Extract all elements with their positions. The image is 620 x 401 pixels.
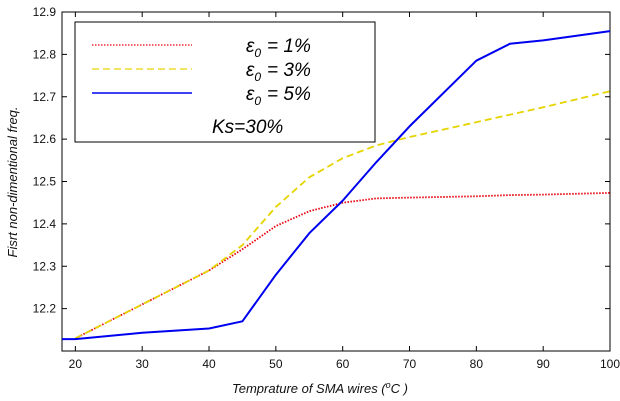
legend-label-3: ε0 = 5% (246, 84, 311, 108)
x-tick-label: 100 (600, 357, 620, 371)
series-layer (62, 30, 611, 341)
x-tick-label: 60 (336, 357, 350, 371)
x-tick-label: 40 (202, 357, 216, 371)
y-axis-label: Fisrt non-dimentional freq. (5, 106, 20, 257)
x-tick-label: 70 (403, 357, 417, 371)
series-line-3 (62, 30, 611, 341)
x-axis-label-unit-superscript: o (386, 380, 391, 390)
y-tick-label: 12.8 (33, 47, 57, 61)
series-line-2 (74, 90, 611, 340)
y-tick-label: 12.4 (33, 217, 57, 231)
y-axis-ticks: 12.2 12.3 12.4 12.5 12.6 12.7 12.8 12.9 (33, 5, 610, 316)
y-tick-label: 12.2 (33, 302, 57, 316)
x-tick-label: 90 (536, 357, 550, 371)
y-tick-label: 12.3 (33, 259, 57, 273)
legend-label-2: ε0 = 3% (246, 60, 311, 84)
y-tick-label: 12.5 (33, 175, 57, 189)
legend-box (74, 21, 376, 143)
x-axis-ticks: 20 30 40 50 60 70 80 90 100 (69, 12, 620, 371)
x-tick-label: 30 (136, 357, 150, 371)
y-tick-label: 12.9 (33, 5, 57, 19)
x-tick-label: 50 (269, 357, 283, 371)
y-tick-label: 12.6 (33, 132, 57, 146)
legend: ε0 = 1%ε0 = 3%ε0 = 5% Ks=30% (74, 21, 376, 143)
x-tick-label: 80 (470, 357, 484, 371)
series-line-1 (74, 192, 611, 340)
legend-extra-text: Ks=30% (212, 117, 283, 138)
legend-items: ε0 = 1%ε0 = 3%ε0 = 5% (92, 36, 311, 108)
x-tick-label: 20 (69, 357, 83, 371)
legend-label-1: ε0 = 1% (246, 36, 311, 60)
y-tick-label: 12.7 (33, 90, 57, 104)
x-axis-label: Temprature of SMA wires (oC ) (232, 380, 408, 396)
